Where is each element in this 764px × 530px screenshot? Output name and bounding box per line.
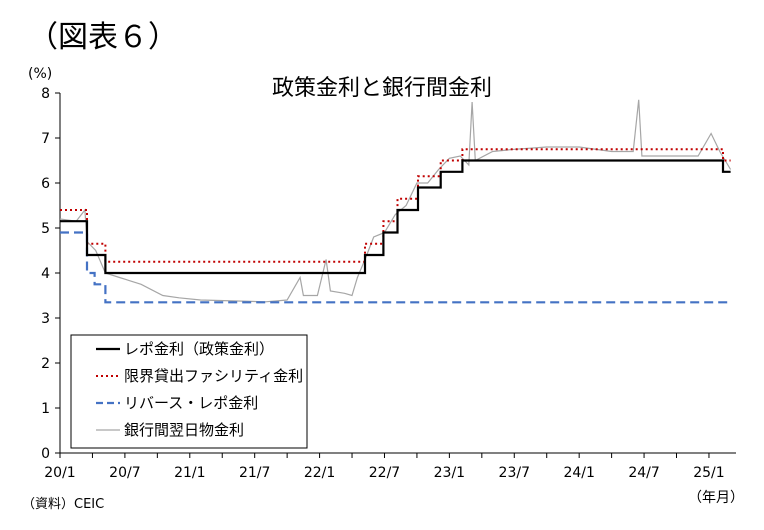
legend-entry-repo: レポ金利（政策金利） (124, 340, 274, 358)
y-tick-label: 7 (41, 131, 50, 147)
y-tick-label: 6 (41, 176, 50, 192)
x-tick-label: 22/7 (369, 465, 400, 481)
x-tick-label: 23/1 (434, 465, 465, 481)
legend-box (70, 334, 308, 449)
y-tick-label: 8 (41, 86, 50, 102)
x-tick-label: 23/7 (499, 465, 530, 481)
legend-entry-interbank: 銀行間翌日物金利 (124, 421, 244, 439)
y-tick-label: 4 (41, 266, 50, 282)
x-tick-label: 22/1 (304, 465, 335, 481)
axes: 0 1 2 3 4 5 6 7 8 20/1 20/7 21/1 21/7 22/1 22/7 23/1 23/… (41, 86, 736, 481)
x-tick-label: 25/1 (693, 465, 724, 481)
legend-entry-reverse-repo: リバース・レポ金利 (124, 394, 258, 412)
y-axis-unit-label: (%) (28, 66, 53, 82)
series-line-msf (60, 148, 731, 263)
x-tick-label: 21/7 (239, 465, 270, 481)
x-axis-unit-label: （年月） (688, 490, 744, 506)
series-line-repo (60, 159, 731, 275)
y-tick-label: 3 (41, 311, 50, 327)
y-tick-label: 5 (41, 221, 50, 237)
series-line-interbank (59, 99, 732, 303)
series-line-reverse-repo (60, 231, 731, 304)
figure-label: （図表６） (28, 20, 178, 55)
chart-title: 政策金利と銀行間金利 (271, 76, 492, 101)
y-tick-label: 1 (41, 401, 50, 417)
x-tick-label: 21/1 (174, 465, 205, 481)
x-tick-label: 24/7 (628, 465, 659, 481)
x-tick-label: 24/1 (563, 465, 594, 481)
source-note: （資料）CEIC (22, 497, 105, 512)
legend-entry-msf: 限界貸出ファシリティ金利 (124, 367, 303, 385)
series-layer (59, 99, 732, 304)
x-tick-label: 20/7 (109, 465, 140, 481)
y-tick-label: 0 (41, 446, 50, 462)
y-tick-label: 2 (41, 356, 50, 372)
x-tick-label: 20/1 (44, 465, 75, 481)
